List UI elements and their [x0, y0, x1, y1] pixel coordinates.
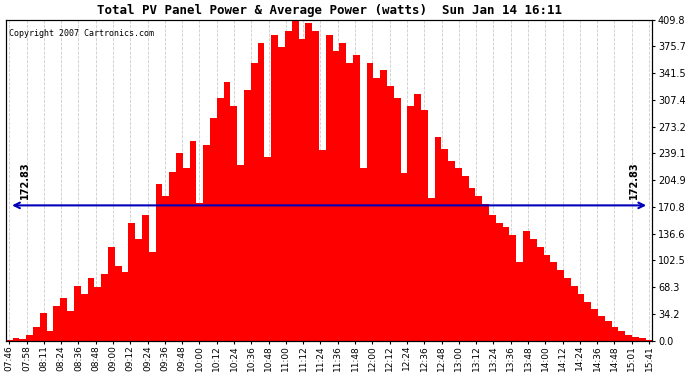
Bar	[564, 278, 571, 341]
Bar	[60, 298, 67, 341]
Bar	[632, 337, 639, 341]
Bar	[509, 235, 516, 341]
Bar	[149, 252, 155, 341]
Bar	[571, 286, 578, 341]
Bar	[128, 223, 135, 341]
Bar	[346, 63, 353, 341]
Bar	[74, 286, 81, 341]
Bar	[230, 106, 237, 341]
Bar	[108, 247, 115, 341]
Bar	[604, 321, 611, 341]
Bar	[101, 274, 108, 341]
Bar	[557, 270, 564, 341]
Title: Total PV Panel Power & Average Power (watts)  Sun Jan 14 16:11: Total PV Panel Power & Average Power (wa…	[97, 4, 562, 17]
Bar	[271, 35, 278, 341]
Bar	[19, 339, 26, 341]
Bar	[639, 339, 646, 341]
Bar	[523, 231, 530, 341]
Bar	[162, 196, 169, 341]
Bar	[435, 137, 442, 341]
Bar	[394, 98, 401, 341]
Bar	[359, 168, 366, 341]
Bar	[339, 43, 346, 341]
Bar	[12, 338, 19, 341]
Bar	[67, 311, 74, 341]
Bar	[475, 196, 482, 341]
Bar	[95, 287, 101, 341]
Bar	[380, 70, 387, 341]
Bar	[598, 316, 604, 341]
Bar	[299, 39, 305, 341]
Bar	[591, 309, 598, 341]
Bar	[278, 47, 285, 341]
Bar	[482, 204, 489, 341]
Bar	[244, 90, 251, 341]
Bar	[121, 272, 128, 341]
Bar	[237, 165, 244, 341]
Bar	[251, 63, 257, 341]
Bar	[428, 198, 435, 341]
Bar	[319, 150, 326, 341]
Bar	[292, 20, 299, 341]
Bar	[618, 332, 625, 341]
Bar	[115, 266, 121, 341]
Bar	[40, 314, 47, 341]
Bar	[625, 334, 632, 341]
Bar	[646, 340, 653, 341]
Bar	[544, 255, 551, 341]
Bar	[197, 203, 204, 341]
Bar	[305, 24, 312, 341]
Bar	[47, 332, 54, 341]
Bar	[455, 168, 462, 341]
Bar	[442, 149, 448, 341]
Bar	[373, 78, 380, 341]
Bar	[204, 145, 210, 341]
Bar	[26, 334, 33, 341]
Bar	[489, 215, 496, 341]
Bar	[176, 153, 183, 341]
Bar	[81, 294, 88, 341]
Bar	[530, 239, 537, 341]
Bar	[401, 173, 407, 341]
Bar	[169, 172, 176, 341]
Bar	[611, 327, 618, 341]
Bar	[155, 184, 162, 341]
Bar	[503, 227, 509, 341]
Bar	[257, 43, 264, 341]
Bar	[366, 63, 373, 341]
Text: 172.83: 172.83	[19, 162, 30, 199]
Bar	[312, 32, 319, 341]
Bar	[353, 55, 359, 341]
Bar	[217, 98, 224, 341]
Text: Copyright 2007 Cartronics.com: Copyright 2007 Cartronics.com	[9, 29, 154, 38]
Bar	[190, 141, 197, 341]
Bar	[537, 247, 544, 341]
Bar	[584, 302, 591, 341]
Bar	[578, 294, 584, 341]
Bar	[516, 262, 523, 341]
Bar	[407, 106, 414, 341]
Bar	[142, 215, 149, 341]
Bar	[551, 262, 557, 341]
Bar	[496, 223, 503, 341]
Bar	[469, 188, 475, 341]
Bar	[387, 86, 394, 341]
Bar	[210, 117, 217, 341]
Bar	[88, 278, 95, 341]
Bar	[462, 176, 469, 341]
Bar	[33, 327, 40, 341]
Bar	[224, 82, 230, 341]
Bar	[333, 51, 339, 341]
Bar	[54, 306, 60, 341]
Bar	[326, 35, 333, 341]
Bar	[285, 32, 292, 341]
Bar	[414, 94, 421, 341]
Bar	[135, 239, 142, 341]
Bar	[183, 168, 190, 341]
Bar	[264, 158, 271, 341]
Bar	[448, 160, 455, 341]
Text: 172.83: 172.83	[629, 162, 639, 199]
Bar	[421, 110, 428, 341]
Bar	[6, 340, 12, 341]
